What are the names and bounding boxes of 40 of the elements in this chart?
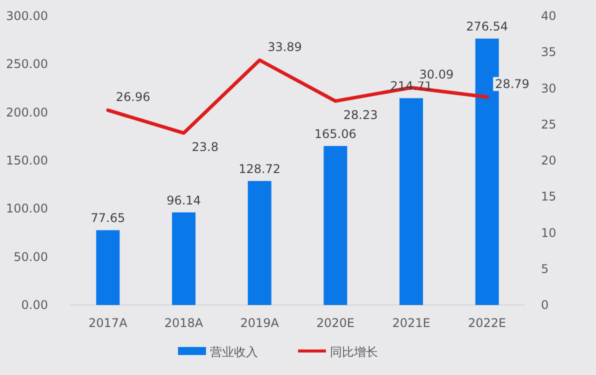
x-tick-label: 2021E bbox=[392, 316, 430, 330]
y2-tick-label: 35 bbox=[541, 45, 556, 60]
y-tick-label: 200.00 bbox=[6, 105, 48, 120]
data-label: 33.89 bbox=[268, 40, 302, 54]
data-label: 23.8 bbox=[192, 140, 218, 154]
y2-tick-label: 0 bbox=[541, 298, 549, 312]
x-tick-label: 2018A bbox=[164, 316, 204, 330]
bar bbox=[399, 98, 424, 305]
y-tick-label: 300.00 bbox=[6, 9, 48, 23]
x-tick-label: 2020E bbox=[316, 316, 354, 330]
y2-tick-label: 30 bbox=[541, 81, 556, 96]
bar bbox=[96, 230, 120, 305]
legend-label: 同比增长 bbox=[330, 345, 378, 359]
y-tick-label: 0.00 bbox=[21, 298, 48, 312]
y-tick-label: 250.00 bbox=[6, 57, 48, 72]
y-tick-label: 100.00 bbox=[6, 202, 48, 216]
x-tick-label: 2019A bbox=[240, 316, 280, 330]
x-tick-label: 2022E bbox=[468, 316, 506, 330]
data-label: 276.54 bbox=[466, 20, 508, 34]
y2-tick-label: 25 bbox=[541, 117, 556, 132]
x-tick-label: 2017A bbox=[88, 316, 128, 330]
y2-tick-label: 15 bbox=[541, 190, 556, 204]
data-label: 128.72 bbox=[238, 162, 281, 176]
y2-tick-label: 40 bbox=[541, 9, 556, 23]
y2-tick-label: 10 bbox=[541, 226, 556, 240]
y2-tick-label: 5 bbox=[541, 262, 549, 276]
data-label: 26.96 bbox=[116, 90, 150, 104]
data-label: 77.65 bbox=[90, 211, 126, 226]
y-tick-label: 150.00 bbox=[6, 154, 48, 168]
data-label: 28.23 bbox=[343, 108, 378, 122]
bar bbox=[172, 212, 196, 305]
data-label: 96.14 bbox=[166, 193, 201, 208]
data-label: 30.09 bbox=[419, 68, 454, 82]
y-tick-label: 50.00 bbox=[14, 250, 48, 264]
bar bbox=[324, 146, 348, 305]
data-label: 28.79 bbox=[495, 76, 530, 91]
legend-label: 营业收入 bbox=[210, 345, 258, 359]
data-label: 165.06 bbox=[314, 126, 356, 141]
bar bbox=[248, 181, 272, 305]
y2-tick-label: 20 bbox=[541, 154, 556, 168]
